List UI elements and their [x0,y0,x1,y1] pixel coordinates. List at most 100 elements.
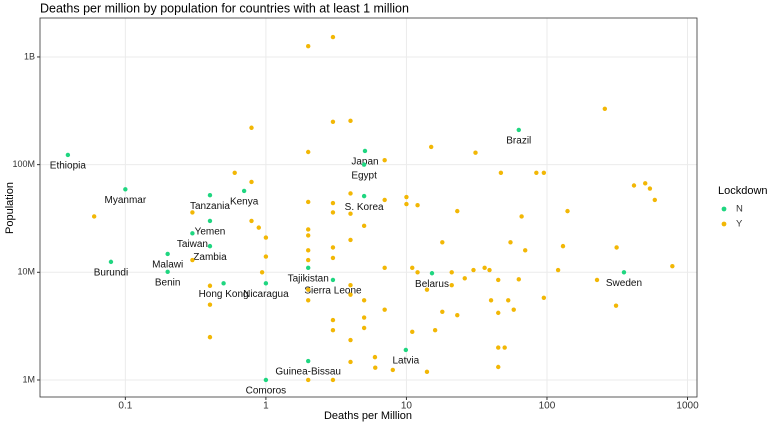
point-label: Malawi [152,260,183,271]
point [207,243,213,249]
point-label: Tanzania [190,201,230,212]
point [404,194,409,200]
point [306,377,311,383]
point [91,214,97,219]
point [249,125,254,130]
point [361,325,367,331]
point [455,312,460,318]
point [330,200,336,206]
point [404,201,409,207]
point [516,127,521,133]
point [348,282,353,288]
point [306,358,311,364]
point-label: Ethiopia [50,161,87,172]
point [670,263,675,269]
chart-title: Deaths per million by population for cou… [40,1,409,15]
point [361,298,367,303]
point [330,327,336,333]
point [516,277,521,282]
point [621,270,627,275]
point [330,210,336,215]
point [108,259,114,265]
point [190,210,195,215]
y-axis-title: Population [4,182,16,234]
point [330,119,336,124]
point [541,295,547,300]
point [403,347,409,353]
legend-marker [721,206,727,212]
point-label: Sierra Leone [304,286,362,297]
y-tick-label: 1B [24,51,35,61]
point [555,267,561,273]
point [652,197,657,203]
plot-panel [39,17,698,398]
point [259,270,265,275]
point [256,225,261,230]
legend-marker [721,221,727,227]
point [348,237,353,243]
point-label: Belarus [415,279,449,290]
point [348,292,353,297]
point-label: Myanmar [105,195,147,206]
point [440,309,445,314]
point [496,310,501,316]
point [462,276,467,281]
point [424,287,430,292]
point [330,255,336,261]
point [263,377,269,383]
point-label: Hong Kong [199,289,249,300]
x-tick-label: 1 [263,401,269,412]
point [207,193,213,198]
point-label: Kenya [230,197,259,208]
point-label: Tajikistan [288,273,329,284]
point [382,265,387,271]
point-label: S. Korea [345,202,384,213]
point [523,248,528,253]
point [498,170,504,175]
point [390,367,396,373]
point [330,34,336,40]
point-label: Yemen [195,227,226,238]
point [123,187,128,192]
point [306,227,311,232]
point-label: Sweden [606,278,642,289]
point [241,188,247,194]
point [306,298,311,303]
point [348,191,353,196]
point [362,148,368,154]
point [373,365,378,370]
point [631,183,637,188]
point [361,193,367,199]
point [541,170,547,175]
point [496,364,501,370]
point [565,208,570,214]
point [415,270,420,275]
point [382,197,387,203]
point [613,303,619,308]
point [65,152,71,158]
x-axis-title: Deaths per Million [324,410,412,422]
point [348,359,353,365]
point [410,329,415,335]
point [306,257,311,263]
point [306,43,311,49]
point [165,251,170,257]
point [207,302,213,307]
x-tick-label: 100 [539,401,556,412]
point [496,345,501,350]
point [306,287,311,292]
point [614,245,619,250]
point [508,240,513,245]
point [488,298,494,303]
point [432,327,438,333]
point [348,211,353,216]
point [221,281,226,286]
point [534,170,539,175]
legend-label: Y [736,219,743,230]
point [428,144,434,150]
point [429,271,435,276]
point [415,202,420,208]
point [249,218,254,224]
x-tick-label: 1000 [676,401,699,412]
point [306,265,311,271]
